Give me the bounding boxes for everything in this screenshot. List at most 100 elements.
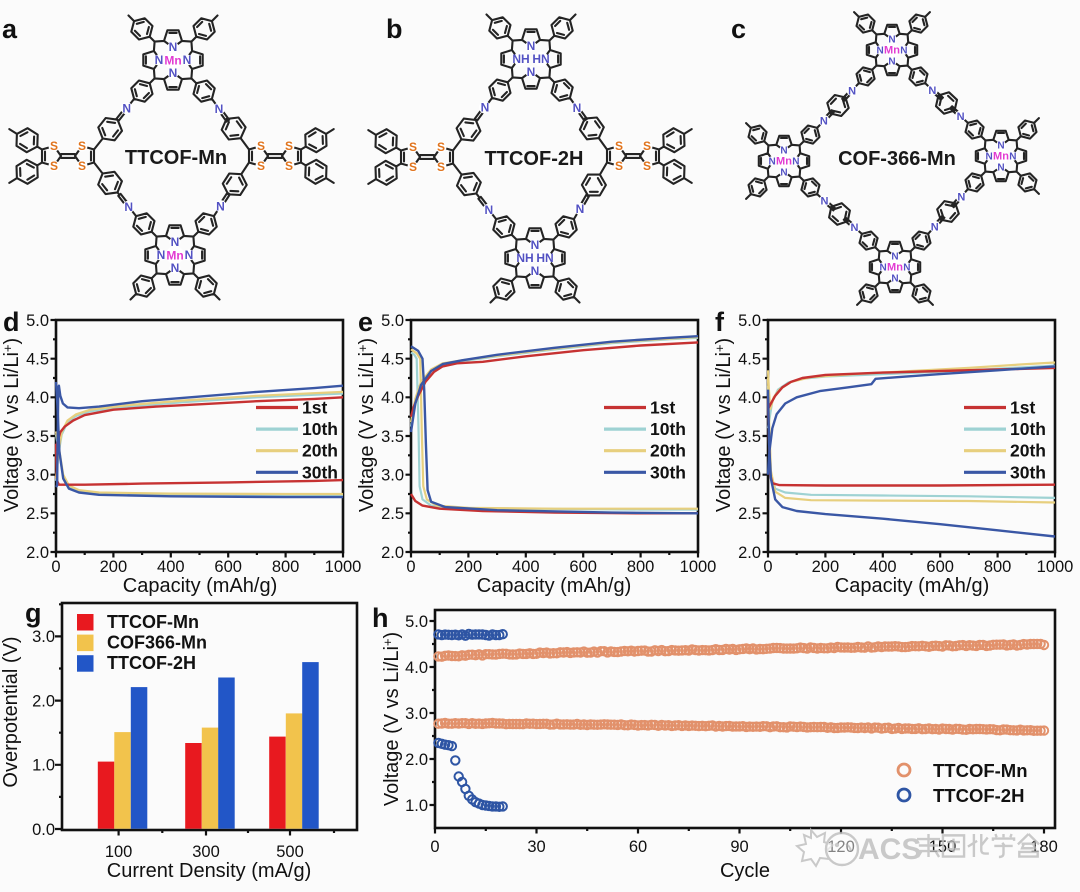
svg-text:0: 0: [51, 558, 60, 576]
svg-text:N: N: [215, 102, 224, 116]
svg-text:30th: 30th: [1010, 462, 1046, 482]
svg-text:N: N: [848, 85, 856, 97]
svg-text:3.0: 3.0: [26, 467, 49, 485]
svg-text:400: 400: [157, 558, 185, 576]
svg-text:N: N: [484, 203, 493, 217]
svg-text:N: N: [169, 40, 178, 54]
svg-text:f: f: [715, 307, 725, 337]
svg-text:20th: 20th: [650, 441, 686, 461]
svg-text:N: N: [185, 248, 194, 262]
svg-text:1.0: 1.0: [32, 757, 55, 775]
svg-text:S: S: [257, 159, 265, 173]
svg-text:5.0: 5.0: [738, 312, 761, 330]
svg-text:TTCOF-Mn: TTCOF-Mn: [125, 147, 227, 169]
svg-text:800: 800: [984, 558, 1012, 576]
svg-text:N: N: [216, 199, 225, 213]
svg-text:2.0: 2.0: [32, 692, 55, 710]
svg-text:COF366-Mn: COF366-Mn: [107, 633, 207, 653]
svg-text:h: h: [372, 603, 389, 633]
svg-text:1000: 1000: [680, 558, 717, 576]
svg-text:600: 600: [214, 558, 242, 576]
svg-text:N: N: [169, 66, 178, 80]
svg-text:S: S: [409, 140, 417, 154]
svg-text:N: N: [928, 85, 936, 97]
svg-text:N: N: [780, 168, 787, 179]
svg-text:NH: NH: [516, 251, 533, 265]
svg-text:Mn: Mn: [776, 156, 792, 168]
svg-text:3.5: 3.5: [26, 428, 49, 446]
svg-text:100: 100: [105, 843, 133, 861]
svg-text:2.0: 2.0: [26, 544, 49, 562]
svg-text:N: N: [879, 263, 886, 274]
svg-text:TTCOF-Mn: TTCOF-Mn: [107, 612, 199, 632]
svg-text:10th: 10th: [650, 419, 686, 439]
svg-text:4.5: 4.5: [26, 351, 49, 369]
svg-text:Current Density (mA/g): Current Density (mA/g): [107, 860, 312, 882]
svg-text:2.0: 2.0: [405, 751, 428, 769]
svg-text:3.0: 3.0: [738, 467, 761, 485]
svg-text:S: S: [615, 139, 623, 153]
svg-text:200: 200: [455, 558, 483, 576]
svg-text:NH: NH: [512, 52, 529, 66]
svg-text:TTCOF-Mn: TTCOF-Mn: [933, 760, 1028, 781]
svg-text:e: e: [358, 307, 373, 337]
svg-text:N: N: [820, 116, 828, 128]
svg-text:S: S: [285, 159, 293, 173]
svg-text:N: N: [957, 111, 965, 123]
svg-text:TTCOF-2H: TTCOF-2H: [485, 148, 584, 170]
svg-text:2.5: 2.5: [738, 505, 761, 523]
svg-text:3.5: 3.5: [381, 428, 404, 446]
svg-text:S: S: [615, 159, 623, 173]
svg-text:500: 500: [276, 843, 304, 861]
svg-text:N: N: [957, 191, 965, 203]
svg-text:N: N: [171, 235, 180, 249]
svg-text:N: N: [888, 35, 895, 46]
svg-text:S: S: [643, 159, 651, 173]
svg-text:Capacity (mAh/g): Capacity (mAh/g): [835, 575, 990, 597]
svg-text:Voltage (V vs Li/Li+): Voltage (V vs Li/Li+): [355, 338, 378, 512]
svg-text:90: 90: [730, 838, 748, 856]
svg-text:Capacity (mAh/g): Capacity (mAh/g): [123, 575, 278, 597]
svg-text:N: N: [527, 65, 536, 79]
svg-text:200: 200: [812, 558, 840, 576]
svg-text:HN: HN: [532, 52, 549, 66]
svg-text:0: 0: [763, 558, 772, 576]
svg-text:N: N: [888, 57, 895, 68]
svg-text:TTCOF-2H: TTCOF-2H: [107, 653, 196, 673]
svg-text:800: 800: [272, 558, 300, 576]
svg-text:N: N: [1009, 152, 1016, 163]
svg-text:S: S: [437, 160, 445, 174]
svg-text:3.0: 3.0: [32, 628, 55, 646]
svg-text:N: N: [851, 222, 859, 234]
svg-text:Voltage (V vs Li/Li+): Voltage (V vs Li/Li+): [0, 338, 23, 512]
svg-text:Cycle: Cycle: [720, 860, 770, 882]
svg-text:3.0: 3.0: [405, 705, 428, 723]
svg-text:N: N: [527, 39, 536, 53]
svg-text:2.5: 2.5: [26, 505, 49, 523]
svg-text:N: N: [792, 157, 799, 168]
svg-text:N: N: [481, 101, 490, 115]
svg-text:S: S: [437, 140, 445, 154]
svg-text:N: N: [157, 248, 166, 262]
svg-text:c: c: [731, 14, 746, 44]
svg-text:N: N: [183, 53, 192, 67]
svg-text:S: S: [257, 139, 265, 153]
svg-text:S: S: [50, 139, 58, 153]
svg-text:Voltage (V vs Li/Li+): Voltage (V vs Li/Li+): [712, 338, 735, 512]
svg-text:N: N: [891, 274, 898, 285]
svg-text:Mn: Mn: [887, 262, 903, 274]
svg-text:4.0: 4.0: [381, 389, 404, 407]
svg-text:4.0: 4.0: [26, 389, 49, 407]
svg-text:N: N: [900, 46, 907, 57]
svg-text:N: N: [780, 146, 787, 157]
svg-text:N: N: [171, 261, 180, 275]
svg-text:Mn: Mn: [993, 151, 1009, 163]
svg-text:S: S: [409, 160, 417, 174]
svg-text:S: S: [78, 159, 86, 173]
svg-text:N: N: [122, 102, 131, 116]
svg-text:2.0: 2.0: [381, 544, 404, 562]
svg-text:5.0: 5.0: [26, 312, 49, 330]
svg-text:5.0: 5.0: [381, 312, 404, 330]
svg-text:30: 30: [527, 838, 545, 856]
svg-text:0: 0: [406, 558, 415, 576]
